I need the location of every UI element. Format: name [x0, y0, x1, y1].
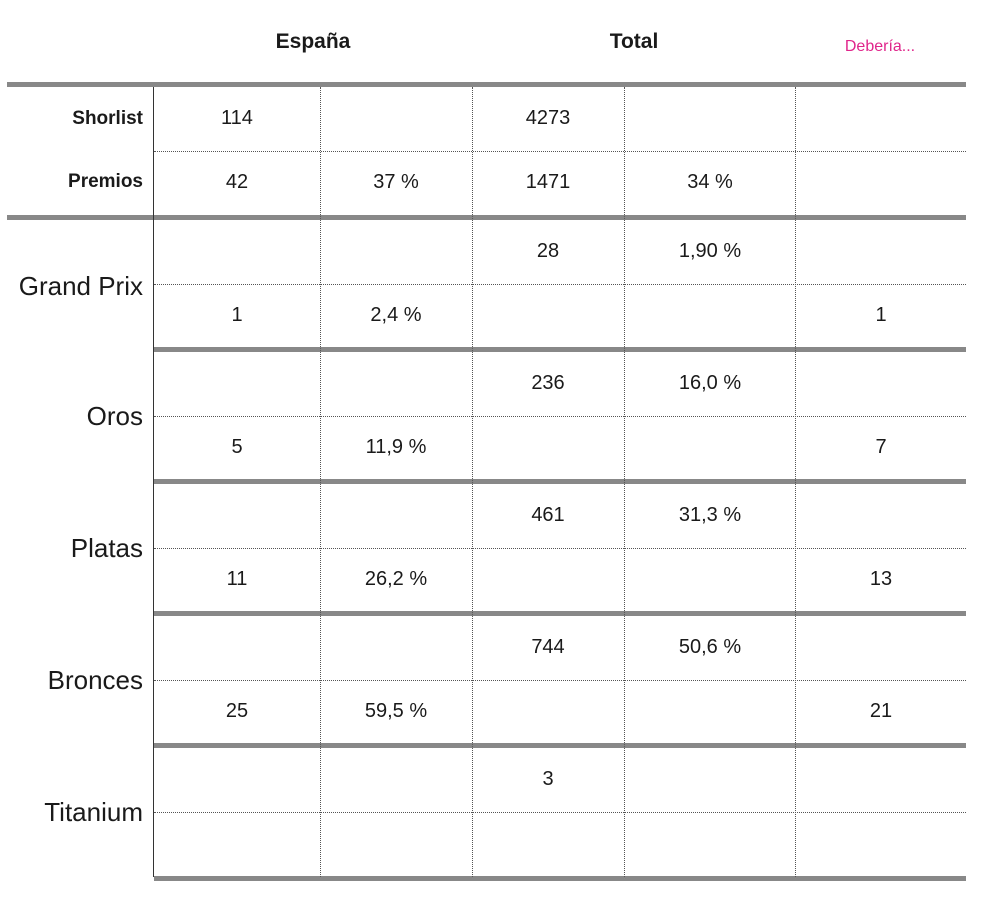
column-divider — [624, 87, 625, 877]
row-label: Shorlist — [72, 108, 143, 129]
cell-total: 1471 — [525, 171, 571, 193]
cell-espana: 114 — [221, 107, 253, 129]
rule-group — [154, 479, 966, 484]
cell-espana: 11 — [226, 568, 248, 590]
row-divider — [154, 548, 966, 549]
cell-total: 3 — [542, 768, 554, 790]
cell-total-pct: 1,90 % — [678, 240, 742, 262]
cell-espana: 1 — [231, 304, 243, 326]
column-divider — [320, 87, 321, 877]
cell-deberia: 13 — [869, 568, 893, 590]
group-label: Bronces — [47, 665, 143, 695]
cell-total: 28 — [536, 240, 560, 262]
rule-summary-bottom — [7, 215, 966, 220]
cell-deberia: 1 — [875, 304, 887, 326]
row-divider — [154, 680, 966, 681]
header-total: Total — [609, 30, 659, 53]
cell-deberia: 7 — [875, 436, 887, 458]
rule-group — [154, 743, 966, 748]
rule-top — [7, 82, 966, 87]
cell-total: 236 — [531, 372, 565, 394]
group-label: Platas — [70, 533, 143, 563]
column-divider — [795, 87, 796, 877]
cell-total-pct: 50,6 % — [678, 636, 742, 658]
group-label: Titanium — [44, 797, 143, 827]
cell-total-pct: 34 % — [687, 171, 733, 193]
cell-espana-pct: 2,4 % — [370, 304, 422, 326]
cell-espana-pct: 11,9 % — [365, 436, 427, 458]
column-divider-labels — [153, 87, 154, 877]
row-divider — [154, 812, 966, 813]
cell-total: 744 — [531, 636, 565, 658]
group-label: Grand Prix — [18, 271, 143, 301]
header-deberia: Debería... — [844, 38, 916, 55]
cell-espana: 42 — [225, 171, 249, 193]
cell-total-pct: 16,0 % — [678, 372, 742, 394]
header-espana: España — [275, 30, 351, 53]
row-divider — [154, 416, 966, 417]
row-divider — [154, 151, 966, 152]
row-divider — [154, 284, 966, 285]
row-label: Premios — [68, 171, 143, 192]
cell-espana: 25 — [225, 700, 249, 722]
cell-espana-pct: 37 % — [373, 171, 419, 193]
cell-deberia: 21 — [869, 700, 893, 722]
cell-espana: 5 — [231, 436, 243, 458]
column-divider — [472, 87, 473, 877]
cell-espana-pct: 59,5 % — [364, 700, 428, 722]
rule-group — [154, 611, 966, 616]
cell-espana-pct: 26,2 % — [364, 568, 428, 590]
cell-total-pct: 31,3 % — [678, 504, 742, 526]
rule-bottom — [154, 876, 966, 881]
group-label: Oros — [86, 401, 143, 431]
rule-group — [154, 347, 966, 352]
cell-total: 461 — [531, 504, 565, 526]
cell-total: 4273 — [525, 107, 571, 129]
